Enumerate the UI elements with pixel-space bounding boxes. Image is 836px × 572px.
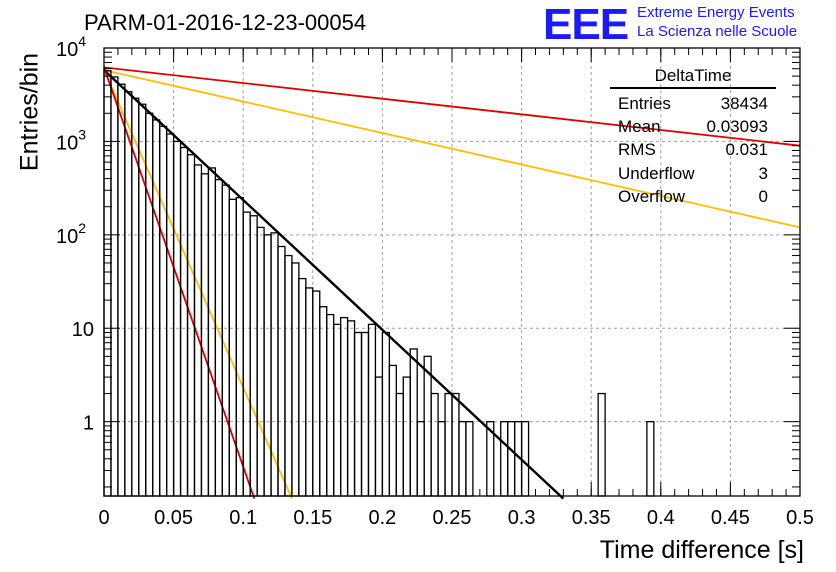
histogram-bin [444, 392, 453, 497]
histogram-bin [319, 306, 328, 497]
stats-row: Underflow 3 [610, 162, 776, 185]
x-tick-label: 0.35 [572, 507, 611, 529]
histogram-bin [172, 140, 182, 497]
y-axis-label: Entries/bin [15, 52, 44, 172]
stats-label: Underflow [618, 163, 695, 183]
y-axis-ticks: 1 10 102 103 104 [56, 33, 800, 488]
histogram-bin [395, 392, 404, 497]
histogram-bin [200, 173, 210, 497]
x-tick-label: 0 [98, 507, 109, 529]
histogram-bin [353, 331, 363, 497]
y-tick-label: 104 [56, 33, 86, 61]
stats-value: 0 [758, 186, 768, 206]
histogram-bin [367, 323, 377, 497]
histogram-bin [360, 331, 370, 497]
stats-value: 38434 [720, 94, 768, 113]
stats-title: DeltaTime [610, 66, 776, 89]
histogram-bin [423, 355, 432, 497]
histogram-bin [165, 133, 175, 497]
stats-label: Entries [618, 94, 671, 113]
x-axis-ticks: 0 0.05 0.1 0.15 0.2 0.25 0.3 0.35 0.4 0.45 0.5 [98, 48, 814, 529]
x-tick-label: 0.1 [229, 507, 257, 529]
histogram-bin [298, 277, 307, 497]
histogram-bin [507, 421, 516, 497]
y-tick-label: 10 [72, 319, 94, 341]
fit-line [103, 69, 801, 229]
histogram-bin [326, 313, 335, 497]
histogram-bin [249, 215, 258, 497]
histogram-bin [291, 262, 300, 497]
x-tick-label: 0.15 [293, 507, 332, 529]
stats-box: DeltaTime Entries 38434 Mean 0.03093 RMS 0.… [610, 66, 776, 208]
y-tick-label: 102 [56, 220, 86, 248]
histogram-bin [409, 348, 418, 497]
histogram-bin [179, 146, 189, 497]
histogram-bin [284, 254, 293, 497]
logo-subtitle-2: La Scienza nelle Scuole [637, 23, 798, 40]
histogram-bin [110, 76, 119, 497]
histogram-bin [152, 119, 161, 497]
stats-label: Mean [618, 117, 661, 137]
histogram-bin [430, 392, 439, 497]
histogram-bin [228, 198, 237, 497]
x-tick-label: 0.3 [508, 507, 536, 529]
histogram-bin [646, 421, 655, 497]
histogram-bin [333, 323, 342, 497]
grid-lines [104, 48, 800, 496]
histogram-bin [242, 211, 251, 497]
histogram-bin [305, 287, 314, 497]
histogram-bin [263, 234, 272, 497]
stats-row: RMS 0.031 [610, 138, 776, 161]
x-tick-label: 0.25 [433, 507, 472, 529]
histogram-bin [374, 376, 384, 497]
stats-value: 0.031 [725, 140, 768, 160]
histogram-bars [103, 70, 655, 497]
stats-row: Overflow 0 [610, 185, 776, 208]
histogram-bin [339, 316, 349, 497]
fit-line [103, 66, 801, 147]
x-tick-label: 0.2 [368, 507, 396, 529]
histogram-bin [312, 290, 321, 497]
histogram-bin [520, 421, 530, 497]
stats-row: Entries 38434 [610, 92, 776, 115]
histogram-bin [346, 320, 356, 497]
x-axis-label: Time difference [s] [599, 536, 804, 564]
histogram-bin [145, 112, 154, 497]
fit-line [103, 69, 293, 499]
histogram-bin [597, 392, 606, 497]
chart-title: PARM-01-2016-12-23-00054 [84, 10, 367, 35]
histogram-bin [256, 226, 265, 497]
x-tick-label: 0.45 [711, 507, 750, 529]
stats-label: Overflow [618, 186, 686, 206]
histogram-bin [207, 167, 217, 497]
histogram-bin [117, 83, 126, 497]
histogram-bin [388, 364, 397, 497]
histogram-bin [124, 91, 133, 497]
histogram-bin [416, 421, 425, 497]
stats-value: 3 [758, 163, 768, 183]
logo-subtitle-1: Extreme Energy Events [637, 4, 795, 21]
y-tick-label: 103 [56, 126, 86, 154]
y-tick-label: 1 [83, 413, 94, 435]
stats-value: 0.03093 [706, 117, 768, 137]
histogram-bin [402, 376, 411, 497]
x-tick-label: 0.05 [154, 507, 193, 529]
histogram-bin [500, 421, 509, 497]
histogram-bin [465, 421, 474, 497]
histogram-bin [270, 232, 279, 497]
histogram-bin [277, 245, 286, 497]
eee-logo: EEE [543, 0, 629, 49]
fit-line [103, 67, 256, 499]
x-tick-label: 0.4 [647, 507, 675, 529]
stats-label: RMS [618, 140, 656, 160]
histogram-bin [437, 421, 446, 497]
x-tick-label: 0.5 [786, 507, 814, 529]
stats-row: Mean 0.03093 [610, 115, 776, 138]
histogram-bin [458, 421, 467, 497]
histogram-bin [159, 125, 168, 497]
histogram-bin [381, 331, 391, 497]
histogram-bin [451, 392, 460, 497]
